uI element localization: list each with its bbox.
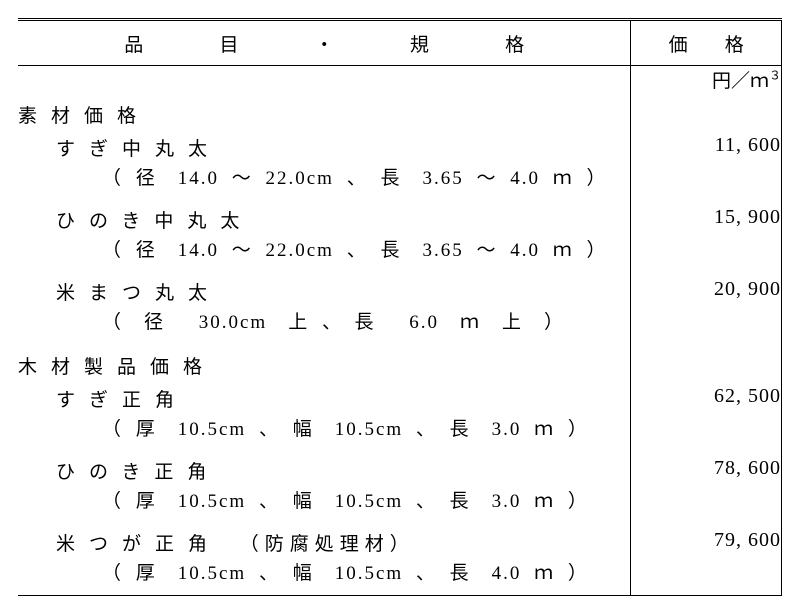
item-spec: （ 厚 10.5cm 、 幅 10.5cm 、 長 3.0 ｍ ） [18, 484, 630, 523]
item-name: 米つが正角 [56, 534, 221, 555]
unit-sup: ３ [769, 69, 781, 83]
item-name: ひのき中丸太 [18, 200, 630, 233]
item-paren: （防腐処理材） [240, 534, 415, 555]
price-value: 15, 900 [631, 200, 781, 229]
h-item-4: 格 [505, 30, 524, 57]
item-name: ひのき正角 [18, 451, 630, 484]
price-value: 62, 500 [631, 379, 781, 408]
item-name: すぎ中丸太 [18, 128, 630, 161]
price-value: 78, 600 [631, 451, 781, 480]
unit-row: 円／ｍ３ [18, 66, 782, 94]
header-row: 品 目 ・ 規 格 価 格 [18, 20, 782, 66]
section-row: 素材価格 [18, 93, 782, 128]
h-price-1: 格 [725, 30, 744, 57]
item-spec: （ 径 30.0cm 上 、 長 6.0 ｍ 上 ） [18, 305, 630, 344]
item-spec: （ 厚 10.5cm 、 幅 10.5cm 、 長 3.0 ｍ ） [18, 412, 630, 451]
section-title: 木材製品価格 [18, 344, 630, 379]
item-spec: （ 径 14.0 ～ 22.0cm 、 長 3.65 ～ 4.0 ｍ ） [18, 161, 630, 200]
price-value: 79, 600 [631, 523, 781, 552]
price-value: 11, 600 [631, 128, 781, 157]
price-value: 20, 900 [631, 272, 781, 301]
section-row: 木材製品価格 [18, 344, 782, 379]
item-row: ひのき正角 （ 厚 10.5cm 、 幅 10.5cm 、 長 3.0 ｍ ） … [18, 451, 782, 523]
h-price-0: 価 [669, 30, 688, 57]
h-item-2: ・ [315, 30, 334, 57]
item-row: 米つが正角 （防腐処理材） （ 厚 10.5cm 、 幅 10.5cm 、 長 … [18, 523, 782, 596]
item-name-wrapper: 米つが正角 （防腐処理材） [18, 523, 630, 556]
h-item-3: 規 [410, 30, 429, 57]
h-item-0: 品 [124, 30, 143, 57]
item-row: すぎ中丸太 （ 径 14.0 ～ 22.0cm 、 長 3.65 ～ 4.0 ｍ… [18, 128, 782, 200]
header-item: 品 目 ・ 規 格 [18, 30, 630, 57]
unit-label: 円／ｍ [712, 71, 769, 92]
price-table: 品 目 ・ 規 格 価 格 円／ｍ３ 素材価格 すぎ中丸太 （ 径 14.0 ～… [18, 18, 782, 596]
item-name: 米まつ丸太 [18, 272, 630, 305]
item-spec: （ 厚 10.5cm 、 幅 10.5cm 、 長 4.0 ｍ ） [18, 556, 630, 595]
header-price: 価 格 [631, 30, 781, 57]
item-name: すぎ正角 [18, 379, 630, 412]
h-item-1: 目 [219, 30, 238, 57]
item-row: ひのき中丸太 （ 径 14.0 ～ 22.0cm 、 長 3.65 ～ 4.0 … [18, 200, 782, 272]
footer-rule [18, 596, 782, 597]
section-title: 素材価格 [18, 93, 630, 128]
item-row: 米まつ丸太 （ 径 30.0cm 上 、 長 6.0 ｍ 上 ） 20, 900 [18, 272, 782, 344]
item-spec: （ 径 14.0 ～ 22.0cm 、 長 3.65 ～ 4.0 ｍ ） [18, 233, 630, 272]
item-row: すぎ正角 （ 厚 10.5cm 、 幅 10.5cm 、 長 3.0 ｍ ） 6… [18, 379, 782, 451]
